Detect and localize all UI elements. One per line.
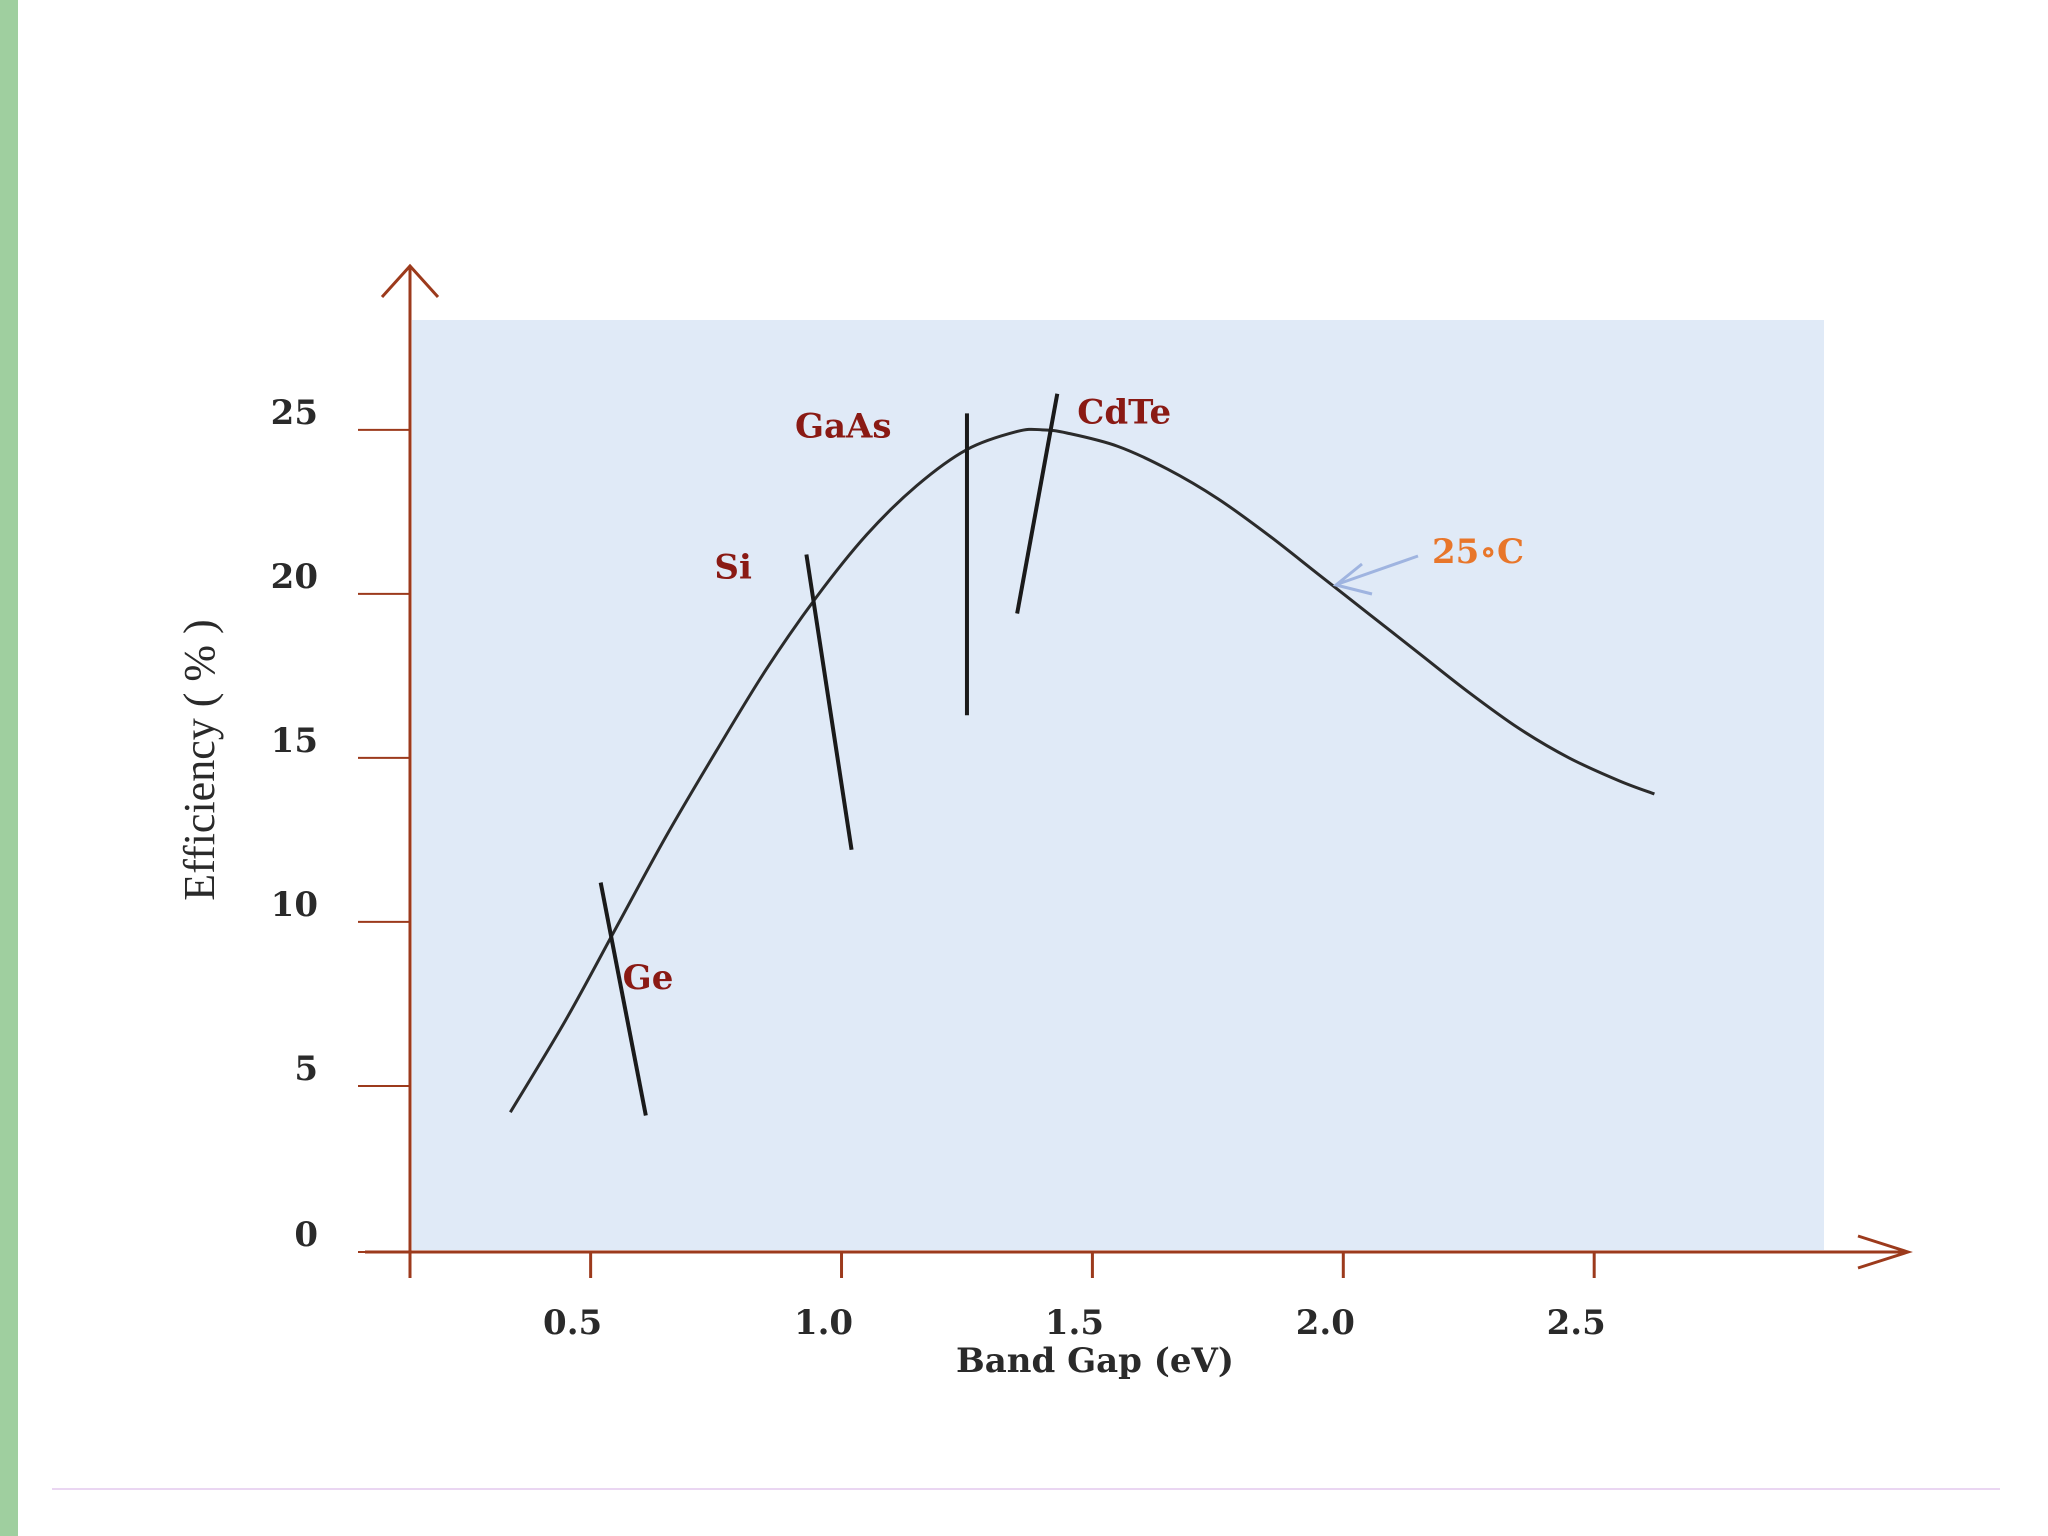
efficiency-curve [509, 427, 1655, 1113]
arrow-shaft [1337, 554, 1419, 586]
bottom-divider [52, 1488, 2000, 1490]
marker-ge [598, 882, 648, 1116]
y-axis-arrowhead [380, 263, 440, 299]
axes [365, 263, 1913, 1278]
y-tick-label: 0 [294, 1215, 318, 1255]
marker-cdte [1015, 393, 1060, 614]
y-tick-label: 25 [271, 393, 318, 433]
arrow-head [1332, 562, 1373, 596]
y-axis-title: Efficiency ( % ) [175, 619, 224, 900]
x-axis-title: Band Gap (eV) [956, 1341, 1234, 1381]
x-tick-label: 1.5 [1045, 1303, 1104, 1343]
y-tick-label: 15 [271, 721, 318, 761]
x-tick-label: 0.5 [543, 1303, 602, 1343]
ticks: 0.5 1.0 1.5 2.0 2.5 0 5 10 15 20 25 [271, 393, 1606, 1343]
x-axis-arrowhead [1857, 1234, 1913, 1270]
y-tick-label: 10 [271, 885, 318, 925]
y-tick-label: 20 [271, 557, 318, 597]
label-ge: Ge [623, 958, 674, 998]
material-markers [598, 393, 1060, 1116]
temperature-arrow-icon [1332, 554, 1419, 596]
marker-si [804, 554, 854, 851]
label-cdte: CdTe [1077, 393, 1171, 433]
label-gaas: GaAs [795, 406, 892, 446]
plot-background [412, 320, 1824, 1250]
temperature-label: 25∘C [1432, 532, 1524, 572]
x-tick-label: 2.0 [1296, 1303, 1355, 1343]
material-labels: Ge Si GaAs CdTe [623, 393, 1171, 998]
y-tick-label: 5 [294, 1049, 318, 1089]
side-accent-bar [0, 0, 18, 1536]
x-tick-label: 1.0 [794, 1303, 853, 1343]
label-si: Si [714, 547, 752, 587]
x-tick-label: 2.5 [1547, 1303, 1606, 1343]
